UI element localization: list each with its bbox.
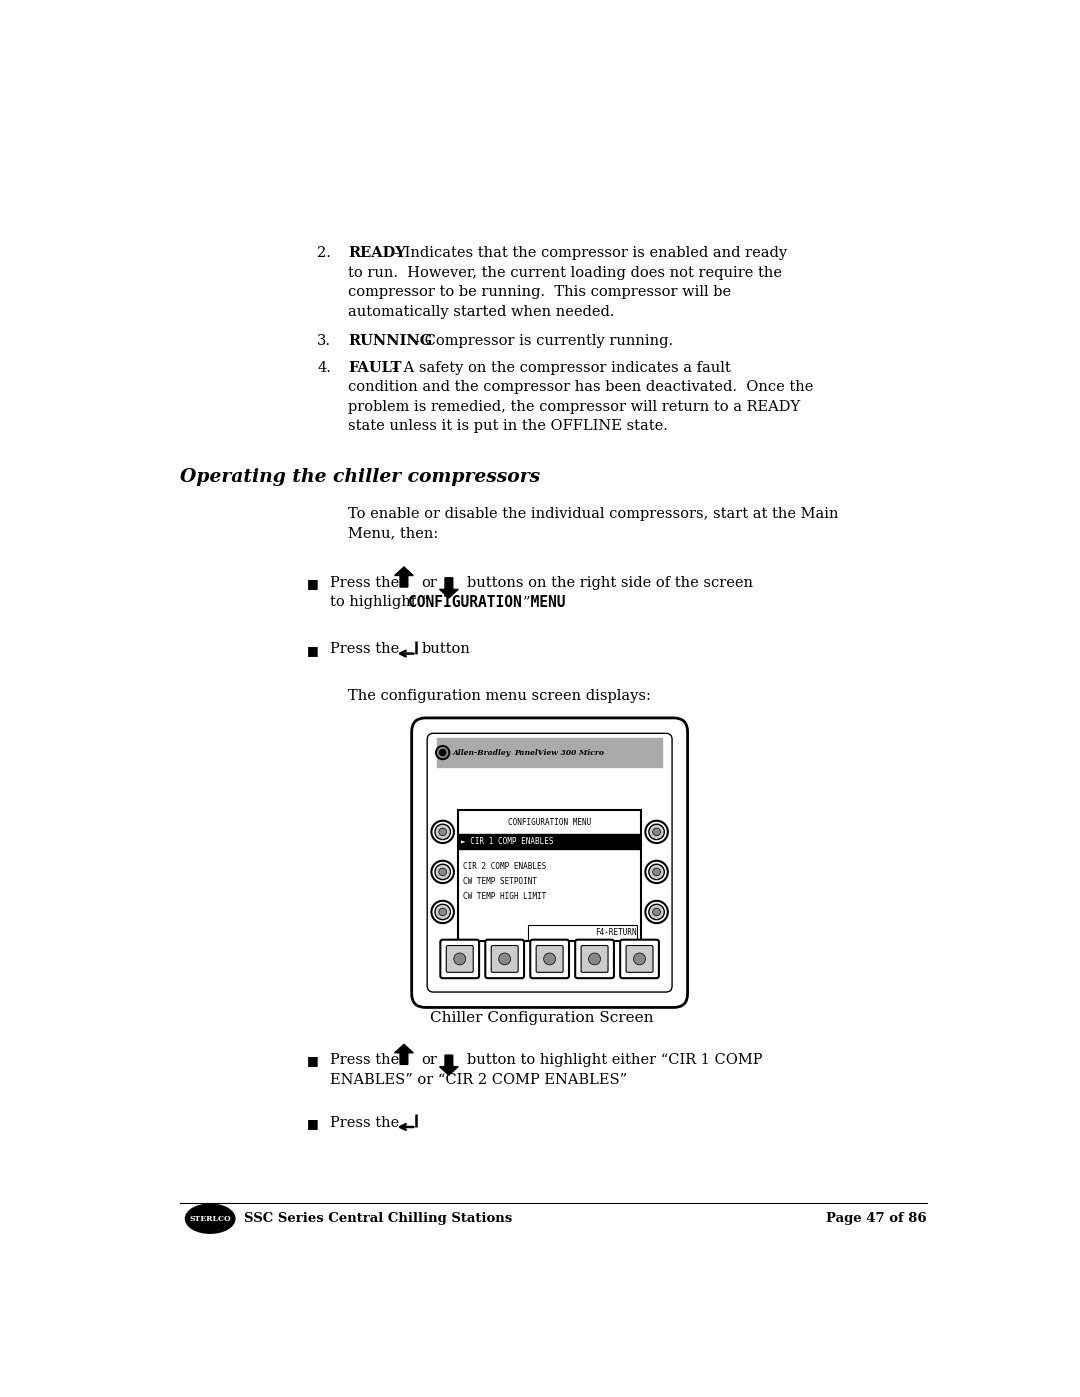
- Bar: [458, 810, 642, 942]
- Circle shape: [438, 908, 446, 916]
- FancyBboxPatch shape: [581, 946, 608, 972]
- Text: STERLCO: STERLCO: [189, 1214, 231, 1222]
- Text: ■: ■: [307, 1055, 319, 1067]
- Text: To enable or disable the individual compressors, start at the Main: To enable or disable the individual comp…: [348, 507, 839, 521]
- Text: ► CIR 1 COMP ENABLES: ► CIR 1 COMP ENABLES: [461, 837, 554, 847]
- Bar: [459, 834, 640, 849]
- Text: Page 47 of 86: Page 47 of 86: [826, 1213, 927, 1225]
- Text: CIR 2 COMP ENABLES: CIR 2 COMP ENABLES: [463, 862, 546, 870]
- Text: SSC Series Central Chilling Stations: SSC Series Central Chilling Stations: [243, 1213, 512, 1225]
- Circle shape: [435, 746, 449, 760]
- Polygon shape: [394, 1045, 414, 1065]
- Circle shape: [646, 820, 667, 842]
- FancyBboxPatch shape: [441, 940, 480, 978]
- Circle shape: [435, 824, 450, 840]
- Circle shape: [431, 820, 454, 842]
- Text: button: button: [422, 643, 471, 657]
- Text: READY: READY: [348, 246, 406, 260]
- Text: automatically started when needed.: automatically started when needed.: [348, 305, 615, 319]
- Text: ”: ”: [523, 595, 530, 609]
- Circle shape: [454, 953, 465, 965]
- Circle shape: [435, 865, 450, 880]
- FancyBboxPatch shape: [411, 718, 688, 1007]
- Ellipse shape: [186, 1204, 234, 1232]
- Text: ENABLES” or “CIR 2 COMP ENABLES”: ENABLES” or “CIR 2 COMP ENABLES”: [330, 1073, 627, 1087]
- Text: ■: ■: [307, 644, 319, 657]
- Circle shape: [435, 904, 450, 919]
- FancyBboxPatch shape: [576, 940, 613, 978]
- Text: Chiller Configuration Screen: Chiller Configuration Screen: [430, 1010, 653, 1024]
- Text: CW TEMP HIGH LIMIT: CW TEMP HIGH LIMIT: [463, 891, 546, 901]
- Circle shape: [589, 953, 600, 965]
- Text: RUNNING: RUNNING: [348, 334, 432, 348]
- Circle shape: [646, 901, 667, 923]
- Circle shape: [438, 828, 446, 835]
- FancyBboxPatch shape: [530, 940, 569, 978]
- Text: – Indicates that the compressor is enabled and ready: – Indicates that the compressor is enabl…: [389, 246, 787, 260]
- Text: problem is remedied, the compressor will return to a READY: problem is remedied, the compressor will…: [348, 400, 800, 414]
- Text: or: or: [422, 1053, 437, 1067]
- Text: Allen-Bradley: Allen-Bradley: [453, 749, 511, 757]
- Circle shape: [649, 824, 664, 840]
- Text: 3.: 3.: [318, 334, 332, 348]
- Text: condition and the compressor has been deactivated.  Once the: condition and the compressor has been de…: [348, 380, 813, 394]
- Circle shape: [652, 908, 661, 916]
- Polygon shape: [440, 1055, 458, 1076]
- Text: Press the: Press the: [330, 1053, 404, 1067]
- Circle shape: [646, 861, 667, 883]
- Circle shape: [431, 861, 454, 883]
- Circle shape: [499, 953, 511, 965]
- Text: 4.: 4.: [318, 360, 330, 374]
- Text: CW TEMP SETPOINT: CW TEMP SETPOINT: [463, 876, 537, 886]
- Text: – Compressor is currently running.: – Compressor is currently running.: [408, 334, 673, 348]
- Text: compressor to be running.  This compressor will be: compressor to be running. This compresso…: [348, 285, 731, 299]
- FancyBboxPatch shape: [626, 946, 653, 972]
- Circle shape: [649, 865, 664, 880]
- FancyBboxPatch shape: [536, 946, 563, 972]
- Circle shape: [440, 750, 446, 756]
- Circle shape: [431, 901, 454, 923]
- Text: to highlight “: to highlight “: [330, 595, 429, 609]
- Circle shape: [652, 868, 661, 876]
- Circle shape: [634, 953, 646, 965]
- Text: Operating the chiller compressors: Operating the chiller compressors: [180, 468, 540, 486]
- Text: state unless it is put in the OFFLINE state.: state unless it is put in the OFFLINE st…: [348, 419, 669, 433]
- Text: – A safety on the compressor indicates a fault: – A safety on the compressor indicates a…: [387, 360, 731, 374]
- Circle shape: [437, 747, 448, 757]
- FancyBboxPatch shape: [491, 946, 518, 972]
- Polygon shape: [440, 578, 458, 598]
- Text: button to highlight either “CIR 1 COMP: button to highlight either “CIR 1 COMP: [467, 1053, 762, 1067]
- Circle shape: [649, 904, 664, 919]
- Text: 2.: 2.: [318, 246, 330, 260]
- Circle shape: [652, 828, 661, 835]
- Bar: [528, 925, 637, 940]
- Text: Press the: Press the: [330, 1116, 404, 1130]
- Text: Menu, then:: Menu, then:: [348, 527, 438, 541]
- Text: ■: ■: [307, 577, 319, 590]
- Text: to run.  However, the current loading does not require the: to run. However, the current loading doe…: [348, 265, 782, 279]
- FancyBboxPatch shape: [428, 733, 672, 992]
- Text: F4-RETURN: F4-RETURN: [595, 928, 637, 937]
- Text: CONFIGURATION MENU: CONFIGURATION MENU: [508, 819, 591, 827]
- Text: FAULT: FAULT: [348, 360, 402, 374]
- Text: CONFIGURATION MENU: CONFIGURATION MENU: [408, 595, 566, 610]
- Circle shape: [438, 868, 446, 876]
- Text: Press the: Press the: [330, 576, 404, 590]
- Bar: [437, 738, 662, 767]
- Text: PanelView 300 Micro: PanelView 300 Micro: [514, 749, 604, 757]
- Text: The configuration menu screen displays:: The configuration menu screen displays:: [348, 690, 651, 704]
- Polygon shape: [394, 567, 414, 587]
- FancyBboxPatch shape: [446, 946, 473, 972]
- Circle shape: [543, 953, 555, 965]
- Text: buttons on the right side of the screen: buttons on the right side of the screen: [467, 576, 753, 590]
- Text: Press the: Press the: [330, 643, 404, 657]
- Text: ■: ■: [307, 1118, 319, 1130]
- FancyBboxPatch shape: [620, 940, 659, 978]
- Text: or: or: [422, 576, 437, 590]
- FancyBboxPatch shape: [485, 940, 524, 978]
